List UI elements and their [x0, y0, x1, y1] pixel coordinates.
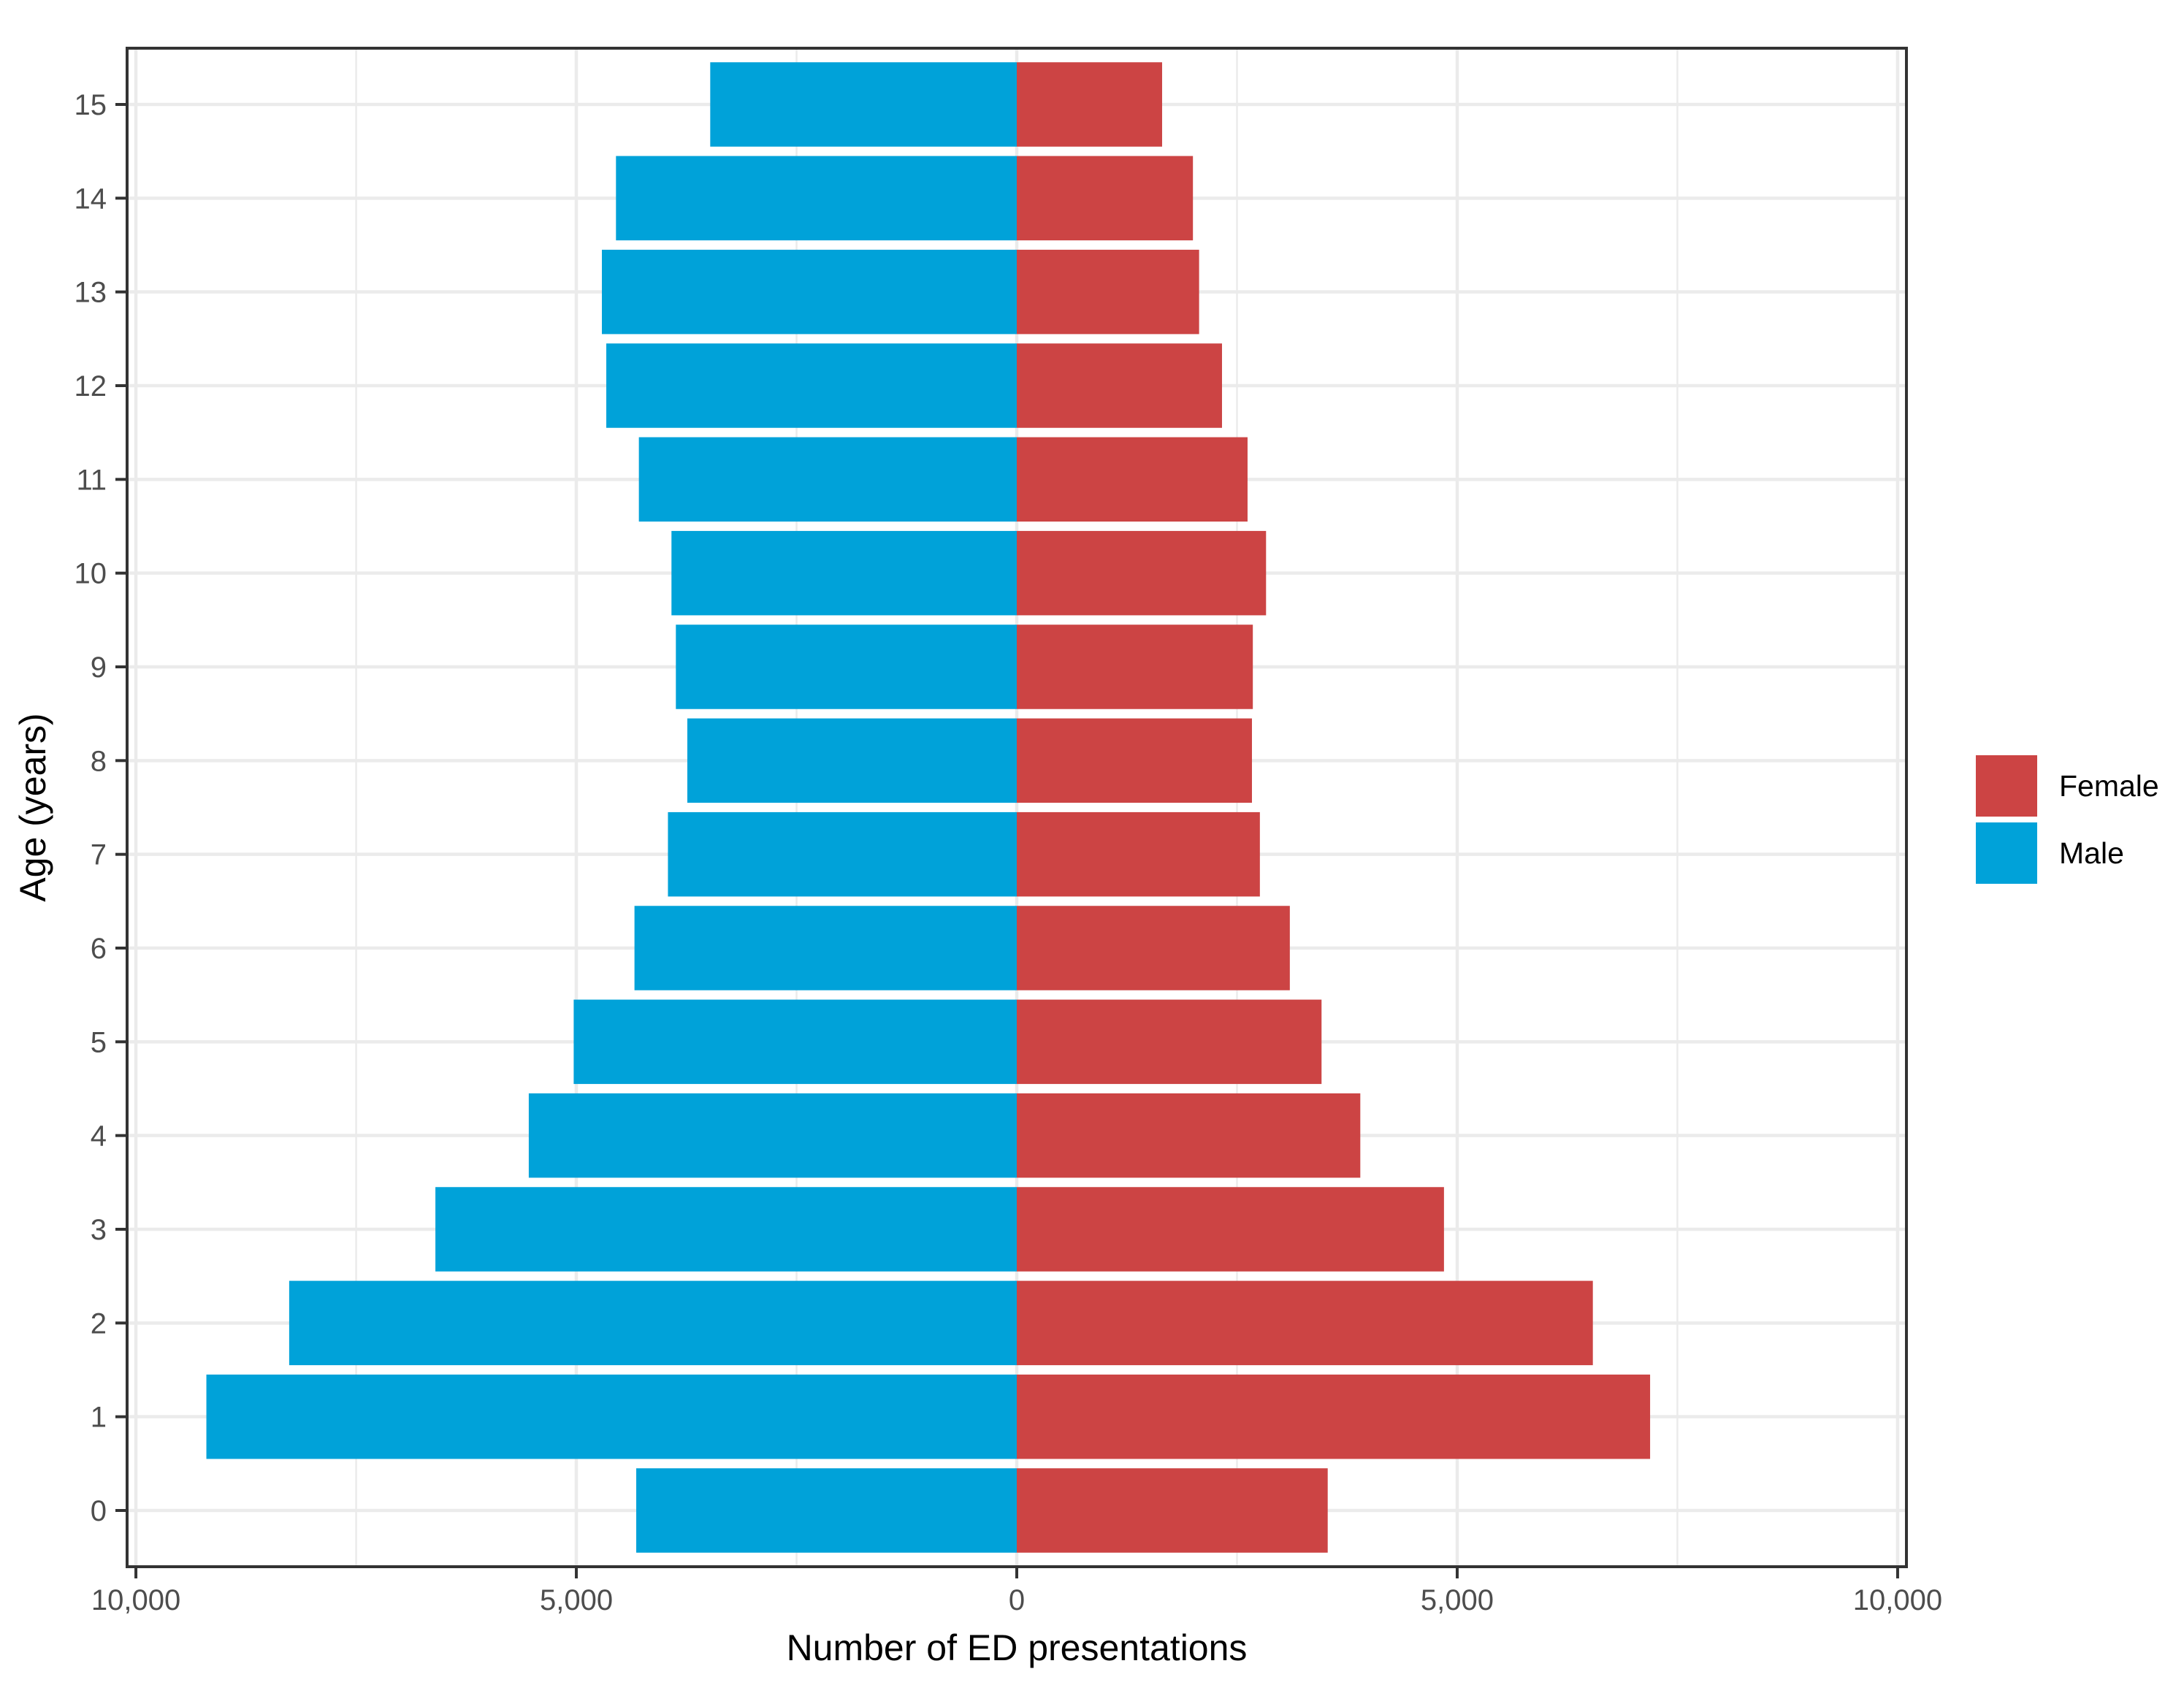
y-tick-label: 11	[76, 464, 107, 496]
bar-male-age-15	[710, 62, 1017, 147]
bar-female-age-15	[1017, 62, 1162, 147]
bar-male-age-6	[634, 906, 1017, 990]
x-tick-label: 5,000	[1421, 1584, 1494, 1616]
y-tick-label: 13	[75, 277, 107, 309]
bars	[206, 62, 1651, 1553]
y-tick-label: 14	[75, 183, 107, 215]
bar-male-age-8	[687, 718, 1017, 803]
y-axis-title: Age (years)	[12, 713, 53, 901]
bar-male-age-3	[435, 1187, 1017, 1272]
bar-male-age-5	[573, 999, 1017, 1085]
y-tick-label: 8	[91, 745, 107, 777]
bar-female-age-8	[1017, 718, 1252, 803]
y-tick-label: 3	[91, 1214, 107, 1246]
x-tick-label: 10,000	[1853, 1584, 1942, 1616]
bar-female-age-1	[1017, 1374, 1651, 1459]
bar-male-age-2	[289, 1280, 1017, 1366]
legend-label-male: Male	[2059, 836, 2124, 870]
axes: 10,000 5,000 0 5,000 10,00001234567891011121…	[75, 89, 1943, 1616]
bar-male-age-14	[616, 156, 1017, 241]
bar-male-age-13	[602, 249, 1017, 335]
x-tick-label: 0	[1009, 1584, 1025, 1616]
bar-male-age-10	[671, 530, 1017, 616]
bar-female-age-2	[1017, 1280, 1593, 1366]
bar-male-age-0	[636, 1468, 1017, 1553]
legend-key-male	[1976, 822, 2037, 884]
bar-female-age-6	[1017, 906, 1290, 990]
y-tick-label: 10	[75, 558, 107, 590]
bar-female-age-13	[1017, 249, 1199, 335]
legend: Female Male	[1976, 755, 2159, 884]
bar-female-age-5	[1017, 999, 1322, 1085]
y-tick-label: 12	[75, 370, 107, 402]
bar-male-age-9	[676, 624, 1017, 709]
bar-female-age-0	[1017, 1468, 1328, 1553]
bar-male-age-1	[206, 1374, 1017, 1459]
bar-female-age-10	[1017, 530, 1267, 616]
y-tick-label: 5	[91, 1026, 107, 1058]
x-axis-title: Number of ED presentations	[787, 1627, 1248, 1668]
y-tick-label: 0	[91, 1495, 107, 1527]
bar-male-age-11	[638, 437, 1017, 522]
x-tick-label: 5,000	[540, 1584, 613, 1616]
bar-female-age-12	[1017, 343, 1222, 428]
legend-key-female	[1976, 755, 2037, 817]
bar-female-age-4	[1017, 1093, 1361, 1178]
bar-male-age-7	[668, 811, 1017, 897]
bar-female-age-7	[1017, 811, 1260, 897]
y-tick-label: 1	[91, 1402, 107, 1434]
y-tick-label: 7	[91, 839, 107, 871]
bar-male-age-12	[606, 343, 1017, 428]
y-tick-label: 9	[91, 652, 107, 684]
x-tick-label: 10,000	[91, 1584, 180, 1616]
bar-female-age-11	[1017, 437, 1248, 522]
bar-female-age-14	[1017, 156, 1194, 241]
legend-label-female: Female	[2059, 769, 2159, 803]
bar-male-age-4	[528, 1093, 1017, 1178]
bar-female-age-3	[1017, 1187, 1444, 1272]
y-tick-label: 15	[75, 89, 107, 121]
y-tick-label: 2	[91, 1307, 107, 1340]
y-tick-label: 6	[91, 933, 107, 965]
bar-female-age-9	[1017, 624, 1253, 709]
y-tick-label: 4	[91, 1120, 107, 1153]
